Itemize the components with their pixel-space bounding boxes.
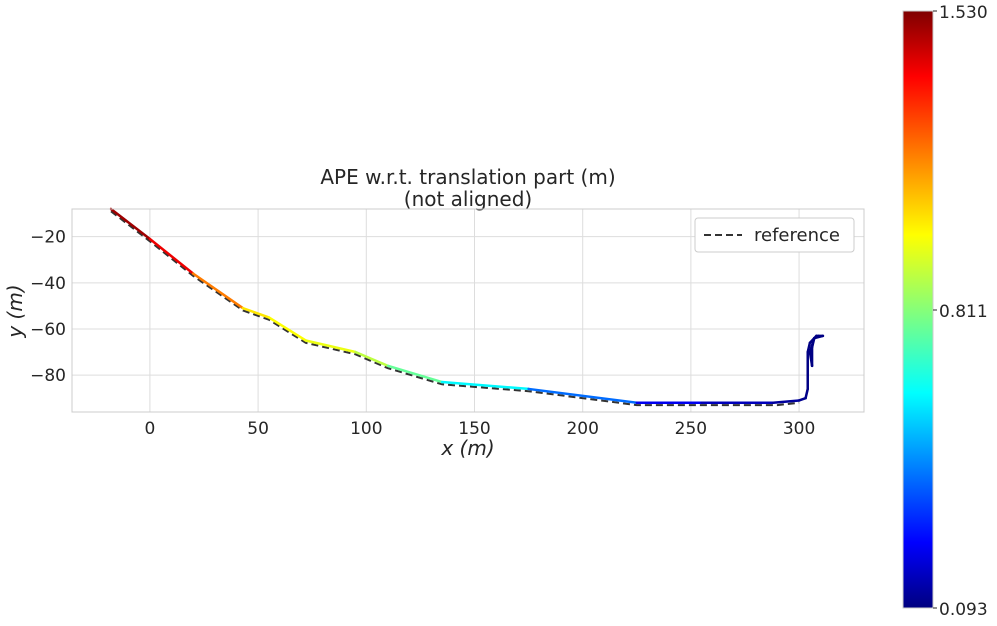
y-tick-label: −80 [30,366,66,386]
trajectory-segment [527,387,639,405]
trajectory-segment [386,364,444,384]
trajectory-segment [808,336,816,354]
y-tick-label: −40 [30,274,66,294]
colorbar-label-min: 0.093 [939,600,988,620]
colorbar-label-max: 1.530 [939,3,988,23]
colorbar-label-mid: 0.811 [939,302,988,322]
x-tick-label: 150 [458,419,490,439]
chart-title: APE w.r.t. translation part (m) [320,165,615,189]
trajectory-segment [191,272,245,310]
trajectory-segment [808,350,814,368]
x-axis-label: x (m) [440,436,494,460]
x-tick-label: 200 [566,419,598,439]
trajectory-segment [267,316,307,342]
trajectory-segment [812,334,820,340]
x-axis-ticks: 0 50 100 150 200 250 300 [144,419,815,439]
trajectory-series [109,207,825,405]
x-tick-label: 250 [675,419,707,439]
y-tick-label: −20 [30,228,66,248]
reference-line [110,210,800,407]
y-axis-ticks: −20 −40 −60 −80 [30,228,66,386]
legend-box [694,217,855,253]
trajectory-segment [804,387,809,400]
trajectory-segment [440,380,530,391]
grid [72,209,864,412]
trajectory-segment [148,237,195,275]
trajectory-segment [109,207,152,241]
reference-series [110,210,800,407]
legend-label-reference: reference [754,225,840,246]
x-tick-label: 0 [144,419,155,439]
y-axis-label: y (m) [3,284,27,338]
trajectory-segment [806,341,812,354]
trajectory-segment [304,339,357,354]
colorbar: 1.530 0.811 0.093 [902,3,988,620]
trajectory-segment [771,399,801,405]
x-tick-label: 300 [783,419,815,439]
y-tick-label: −60 [30,320,66,340]
trajectory-segment [354,350,390,368]
plot-area [72,207,864,412]
x-tick-label: 50 [247,419,269,439]
colorbar-gradient [902,10,934,609]
legend: reference [694,217,855,253]
plot-frame [71,208,865,413]
trajectory-segment [241,306,271,319]
x-tick-label: 100 [350,419,382,439]
chart-subtitle: (not aligned) [404,187,532,211]
